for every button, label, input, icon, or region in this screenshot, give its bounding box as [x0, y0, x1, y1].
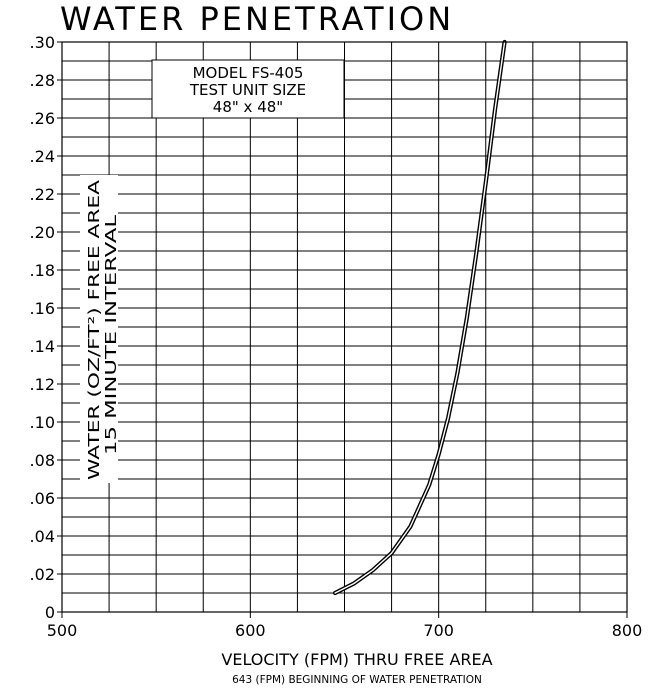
x-tick-label: 500 — [47, 621, 78, 640]
y-tick-label: .28 — [30, 71, 55, 90]
y-tick-label: .06 — [30, 489, 55, 508]
y-tick-label: .24 — [30, 147, 55, 166]
y-tick-label: .10 — [30, 413, 55, 432]
y-tick-label: .14 — [30, 337, 55, 356]
x-axis-ticks: 500 600 700 800 — [47, 612, 643, 640]
grid — [62, 42, 627, 612]
x-axis-label: VELOCITY (FPM) THRU FREE AREA — [221, 650, 492, 669]
y-tick-label: .04 — [30, 527, 55, 546]
y-axis-ticks: 0 .02 .04 .06 .08 .10 .12 .14 .16 .18 .20 .22 .24 .26… — [30, 33, 62, 622]
legend-box: MODEL FS-405 TEST UNIT SIZE 48" x 48" — [151, 59, 345, 119]
y-tick-label: .12 — [30, 375, 55, 394]
y-axis-label: WATER (OZ/FT²) FREE AREA — [85, 179, 103, 480]
x-tick-label: 600 — [235, 621, 266, 640]
plot-frame — [61, 41, 628, 613]
series-group — [332, 39, 507, 596]
y-tick-label: .22 — [30, 185, 55, 204]
y-tick-label: 0 — [45, 603, 55, 622]
y-tick-label: .30 — [30, 33, 55, 52]
x-tick-label: 800 — [612, 621, 643, 640]
series-line-inner — [334, 41, 506, 594]
y-tick-label: .20 — [30, 223, 55, 242]
y-axis-label-background — [80, 175, 118, 483]
x-axis-note: 643 (FPM) BEGINNING OF WATER PENETRATION — [232, 674, 482, 686]
y-axis-label-sub: 15 MINUTE INTERVAL — [102, 214, 120, 455]
y-tick-label: .16 — [30, 299, 55, 318]
y-axis-label-group: WATER (OZ/FT²) FREE AREA 15 MINUTE INTER… — [80, 175, 120, 483]
legend-background — [151, 59, 345, 119]
legend-line-1: MODEL FS-405 — [193, 64, 304, 82]
y-tick-label: .02 — [30, 565, 55, 584]
legend-line-3: 48" x 48" — [213, 98, 283, 116]
series-line — [332, 39, 507, 596]
y-tick-label: .08 — [30, 451, 55, 470]
y-tick-label: .26 — [30, 109, 55, 128]
y-tick-label: .18 — [30, 261, 55, 280]
legend-line-2: TEST UNIT SIZE — [189, 81, 306, 99]
x-tick-label: 700 — [423, 621, 454, 640]
chart-title: WATER PENETRATION — [60, 0, 454, 38]
